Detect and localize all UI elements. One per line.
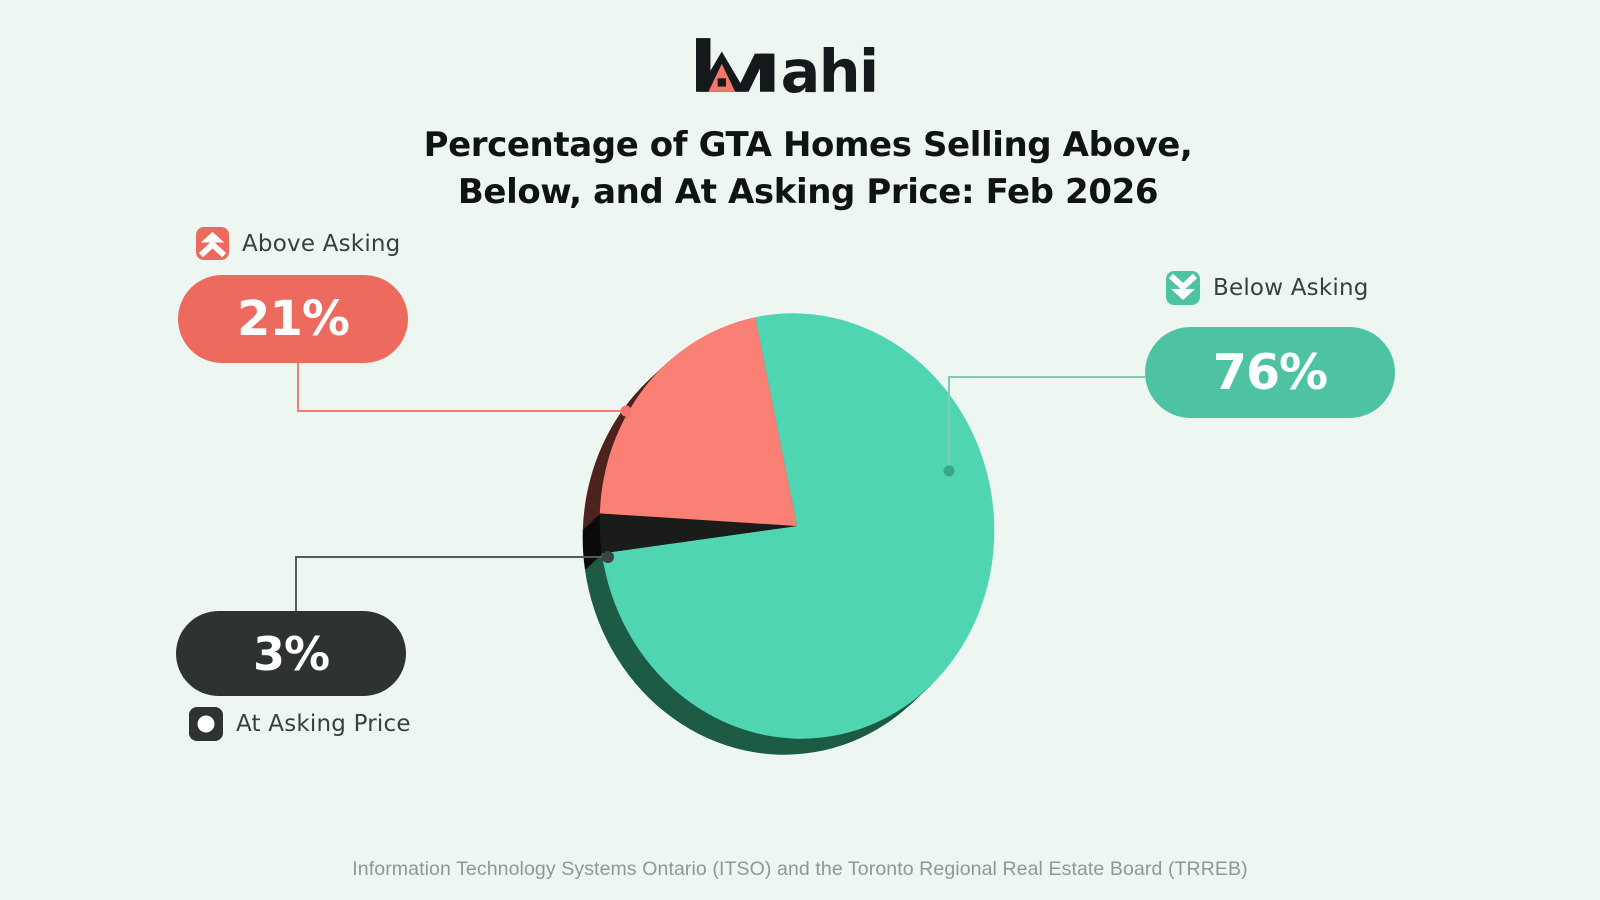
double-chevron-up-icon bbox=[196, 227, 229, 260]
circle-icon bbox=[189, 707, 223, 741]
connector-below bbox=[948, 376, 1145, 465]
pie-slice-above-asking bbox=[599, 317, 797, 526]
legend-below-asking: Below Asking bbox=[1166, 271, 1369, 305]
wahi-logo-w bbox=[696, 38, 775, 92]
pie-slice-below-asking bbox=[601, 313, 995, 739]
connector-above bbox=[297, 363, 621, 412]
connector-below-dot bbox=[943, 465, 955, 477]
wahi-logo: ahi bbox=[696, 37, 890, 106]
wahi-logo-wordmark: ahi bbox=[781, 38, 878, 97]
chart-title-line2: Below, and At Asking Price: Feb 2026 bbox=[457, 172, 1159, 212]
chart-title: Percentage of GTA Homes Selling Above, B… bbox=[8, 122, 1600, 216]
legend-below-label: Below Asking bbox=[1213, 275, 1369, 301]
wahi-logo-graphic: ahi bbox=[696, 37, 879, 106]
legend-above-asking: Above Asking bbox=[196, 227, 400, 260]
badge-above-asking-value: 21% bbox=[178, 275, 408, 363]
connector-at bbox=[295, 556, 602, 611]
badge-at-asking-value: 3% bbox=[176, 611, 406, 696]
legend-at-label: At Asking Price bbox=[236, 711, 411, 737]
legend-at-asking: At Asking Price bbox=[189, 707, 411, 741]
legend-above-label: Above Asking bbox=[242, 230, 401, 257]
badge-below-asking-value: 76% bbox=[1145, 327, 1395, 418]
source-attribution: Information Technology Systems Ontario (… bbox=[352, 858, 1248, 880]
chart-title-line1: Percentage of GTA Homes Selling Above, bbox=[423, 125, 1193, 165]
connector-at-dot bbox=[602, 551, 614, 563]
wahi-logo-house-door bbox=[717, 78, 726, 87]
double-chevron-down-icon bbox=[1166, 271, 1200, 305]
pie-slice-at-asking-price bbox=[599, 513, 797, 554]
wahi-logo-house-icon bbox=[708, 63, 736, 92]
connector-above-dot bbox=[620, 405, 632, 417]
